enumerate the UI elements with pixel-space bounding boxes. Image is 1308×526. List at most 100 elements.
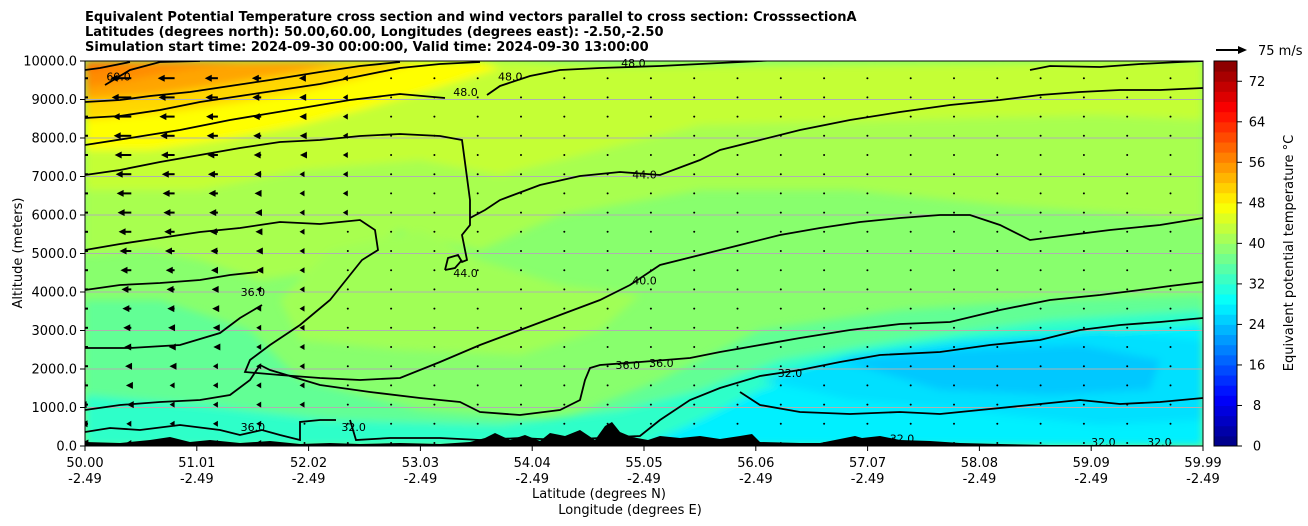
- wind-dot: [823, 365, 826, 368]
- wind-dot: [1169, 211, 1172, 214]
- wind-dot: [563, 230, 566, 233]
- wind-arrowhead: [166, 285, 174, 293]
- x-tick-label-lon: -2.49: [292, 472, 326, 487]
- wind-dot: [866, 307, 869, 310]
- wind-dot: [779, 422, 782, 425]
- colorbar-band: [1214, 162, 1237, 173]
- wind-arrowhead-small: [299, 401, 305, 408]
- wind-dot: [649, 77, 652, 80]
- wind-dot: [346, 250, 349, 252]
- wind-dot: [1039, 96, 1042, 99]
- wind-dot: [996, 403, 999, 406]
- x-axis-label-longitude: Longitude (degrees E): [558, 503, 702, 518]
- wind-arrowhead: [254, 189, 262, 197]
- y-tick-label: 6000.0: [32, 209, 78, 224]
- wind-dot: [563, 77, 566, 80]
- wind-dot: [390, 326, 393, 329]
- wind-dot: [520, 326, 522, 329]
- wind-dot: [1169, 442, 1172, 444]
- wind-dot: [996, 307, 999, 310]
- wind-dot: [563, 403, 566, 406]
- wind-arrowhead: [207, 170, 215, 178]
- y-tick-label: 7000.0: [32, 170, 78, 185]
- wind-dot: [649, 288, 652, 291]
- wind-dot: [390, 403, 393, 406]
- wind-dot: [1082, 269, 1085, 272]
- wind-dot: [866, 250, 869, 252]
- wind-dot: [736, 365, 739, 368]
- wind-dot: [909, 115, 912, 118]
- contour-label: 36.0: [241, 286, 266, 299]
- wind-dot: [909, 307, 912, 310]
- wind-dot: [823, 134, 826, 137]
- wind-arrowhead-small: [342, 113, 348, 120]
- wind-arrowhead-small: [299, 344, 305, 350]
- wind-dot: [909, 211, 912, 214]
- wind-dot: [996, 346, 999, 348]
- wind-dot: [476, 307, 479, 310]
- wind-dot: [1126, 288, 1129, 291]
- wind-dot: [693, 346, 696, 348]
- wind-dot: [1039, 173, 1042, 176]
- wind-dot: [909, 134, 912, 137]
- wind-dot: [909, 230, 912, 233]
- x-tick-label-lon: -2.49: [963, 472, 997, 487]
- wind-arrowhead-small: [212, 440, 218, 446]
- wind-arrowhead: [254, 170, 262, 178]
- wind-arrowhead: [120, 266, 128, 274]
- wind-dot: [693, 211, 696, 214]
- colorbar-band: [1214, 273, 1237, 285]
- wind-dot: [953, 250, 955, 252]
- wind-dot: [866, 230, 869, 233]
- wind-dot: [1039, 211, 1042, 214]
- x-axis: 50.00-2.4951.01-2.4952.02-2.4953.03-2.49…: [66, 446, 1222, 487]
- wind-arrowhead-small: [126, 440, 132, 446]
- wind-dot: [909, 173, 912, 176]
- wind-dot: [909, 288, 912, 291]
- contour-40: [85, 214, 1203, 381]
- contour-44-right: [444, 87, 1203, 271]
- wind-arrowhead: [158, 93, 166, 101]
- colorbar-band: [1214, 71, 1237, 82]
- x-tick-label-lat: 59.09: [1073, 456, 1110, 471]
- wind-dot: [476, 250, 479, 252]
- wind-arrowhead-small: [299, 305, 305, 312]
- colorbar-band: [1214, 192, 1237, 204]
- colorbar-tick-label: 40: [1249, 237, 1266, 252]
- wind-arrowhead-small: [256, 401, 262, 408]
- contour-48a: [85, 93, 446, 146]
- colorbar-band: [1214, 375, 1237, 386]
- wind-arrowhead-small: [299, 267, 305, 274]
- wind-dot: [996, 442, 999, 444]
- x-tick-label-lat: 51.01: [178, 456, 215, 471]
- wind-dot: [1169, 115, 1172, 118]
- wind-dot: [823, 288, 826, 291]
- wind-dot: [953, 173, 955, 176]
- wind-dot: [823, 173, 826, 176]
- wind-dot: [649, 269, 652, 272]
- contour-label: 32.0: [1147, 436, 1172, 449]
- wind-dot: [866, 326, 869, 329]
- chart-title-line-2: Latitudes (degrees north): 50.00,60.00, …: [85, 25, 664, 40]
- wind-dot: [996, 250, 999, 252]
- wind-dot: [606, 442, 609, 444]
- wind-dot: [909, 96, 912, 99]
- wind-dot: [996, 154, 999, 156]
- wind-dot: [563, 154, 566, 156]
- wind-dot: [1082, 96, 1085, 99]
- wind-reference-arrowhead: [1238, 46, 1247, 54]
- wind-dot: [649, 115, 652, 118]
- wind-dot: [779, 307, 782, 310]
- wind-dot: [390, 365, 393, 368]
- wind-arrowhead: [165, 266, 173, 274]
- colorbar-frame: [1213, 60, 1238, 447]
- wind-dot: [779, 230, 782, 233]
- wind-arrowhead-small: [299, 248, 305, 254]
- wind-dot: [1126, 77, 1129, 80]
- colorbar-tick-label: 16: [1249, 358, 1266, 373]
- contour-64: [85, 61, 131, 71]
- wind-dot: [520, 230, 522, 233]
- wind-arrowhead-small: [212, 363, 218, 370]
- wind-dot: [1126, 365, 1129, 368]
- wind-dot: [649, 173, 652, 176]
